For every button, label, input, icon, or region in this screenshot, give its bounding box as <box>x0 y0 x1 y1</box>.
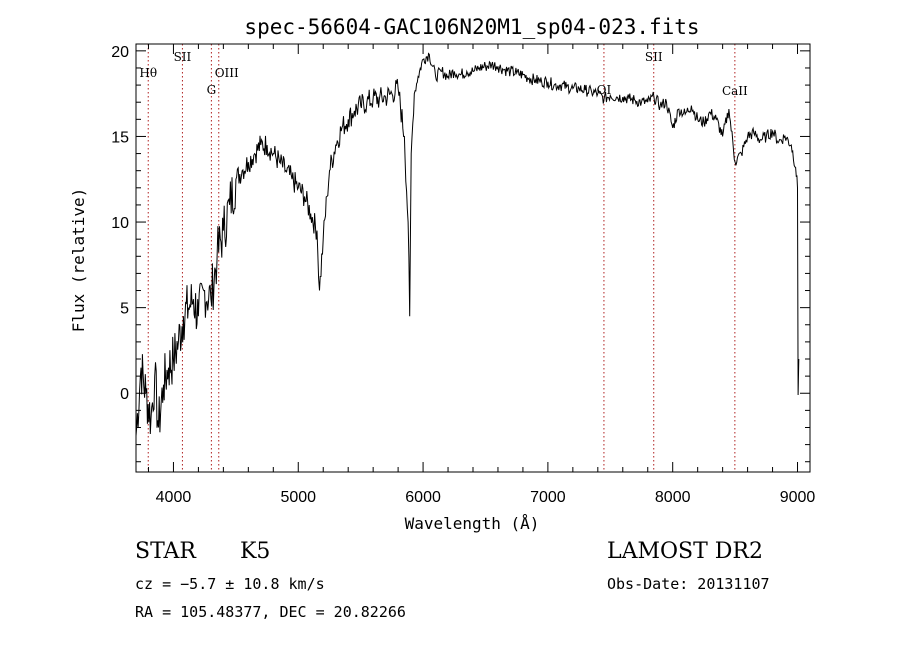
spectral-line-label: SII <box>645 50 663 64</box>
spectral-line-markers: Hθ SII OIII G OI SII CaII <box>139 44 748 472</box>
spectrum-series-line <box>135 52 800 437</box>
x-tick-label: 9000 <box>780 489 816 506</box>
object-subclass: K5 <box>240 539 271 564</box>
y-axis-ticks: 0 5 10 15 20 <box>111 44 810 463</box>
survey-label: LAMOST DR2 <box>607 539 763 564</box>
y-tick-label: 10 <box>111 215 129 232</box>
y-axis-label: Flux (relative) <box>69 188 88 333</box>
spectral-line-label: OI <box>597 83 612 97</box>
x-axis-label: Wavelength (Å) <box>405 514 540 533</box>
y-tick-label: 20 <box>111 44 129 61</box>
observation-date: Obs-Date: 20131107 <box>607 575 770 593</box>
spectral-line-label: Hθ <box>139 66 157 80</box>
x-axis-ticks: 4000 5000 6000 7000 8000 9000 <box>147 44 816 506</box>
velocity-readout: cz = −5.7 ± 10.8 km/s <box>135 575 325 593</box>
x-tick-label: 6000 <box>405 489 441 506</box>
x-tick-label: 8000 <box>655 489 691 506</box>
y-tick-label: 15 <box>111 129 129 146</box>
spectral-line-label: SII <box>174 50 192 64</box>
plot-frame <box>135 43 811 473</box>
coordinates-readout: RA = 105.48377, DEC = 20.82266 <box>135 603 406 621</box>
object-class: STAR <box>135 539 196 564</box>
x-tick-label: 5000 <box>280 489 316 506</box>
x-tick-label: 7000 <box>530 489 566 506</box>
x-tick-label: 4000 <box>156 489 192 506</box>
spectral-line-label: OIII <box>215 66 239 80</box>
spectral-line-label: CaII <box>722 84 748 98</box>
y-tick-label: 5 <box>120 301 129 318</box>
chart-title: spec-56604-GAC106N20M1_sp04-023.fits <box>244 15 699 39</box>
spectral-line-label: G <box>207 83 217 97</box>
y-tick-label: 0 <box>120 386 129 403</box>
